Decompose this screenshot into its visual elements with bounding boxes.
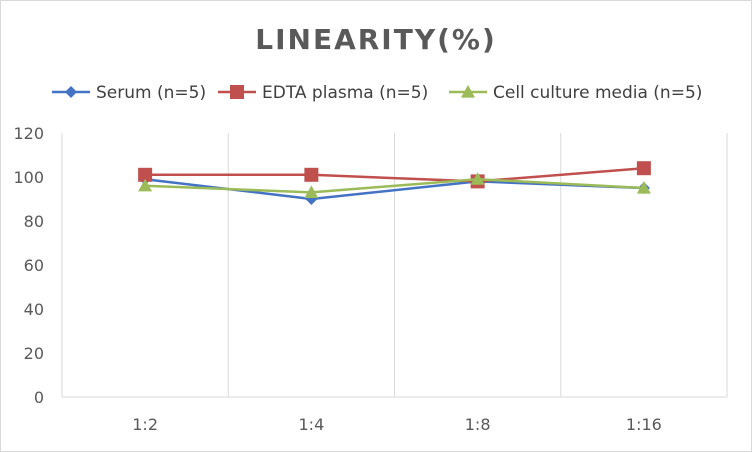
data-point-marker (304, 167, 319, 182)
legend-marker (230, 85, 244, 99)
y-tick-label: 80 (24, 212, 44, 231)
series-line (145, 177, 644, 194)
x-tick-label: 1:16 (626, 415, 662, 434)
data-point-marker (636, 161, 651, 176)
legend-marker (461, 85, 475, 98)
legend-item: Cell culture media (n=5) (449, 83, 702, 103)
y-tick-label: 0 (34, 388, 44, 407)
y-tick-label: 60 (24, 256, 44, 275)
legend-item: EDTA plasma (n=5) (218, 83, 428, 103)
data-point-marker (304, 185, 319, 198)
legend-label: Serum (n=5) (96, 83, 206, 103)
series-layer (138, 161, 651, 205)
x-tick-label: 1:2 (132, 415, 158, 434)
y-tick-label: 100 (13, 168, 44, 187)
series-3 (138, 172, 651, 198)
x-tick-label: 1:4 (299, 415, 325, 434)
y-tick-label: 20 (24, 344, 44, 363)
y-tick-label: 120 (13, 124, 44, 143)
series-line (145, 166, 644, 183)
data-point-marker (636, 181, 651, 194)
y-tick-label: 40 (24, 300, 44, 319)
legend-label: Cell culture media (n=5) (493, 83, 702, 103)
chart-title: LINEARITY(%) (255, 23, 497, 56)
legend-label: EDTA plasma (n=5) (262, 83, 428, 103)
data-point-marker (138, 167, 153, 182)
legend: Serum (n=5) EDTA plasma (n=5) Cell culture… (52, 83, 702, 103)
axes: 0 20 40 60 80 100 120 1:2 1:4 1:8 1:16 (13, 124, 728, 434)
legend-marker (65, 86, 77, 98)
data-point-marker (138, 178, 153, 192)
x-tick-label: 1:8 (465, 415, 491, 434)
data-point-marker (470, 172, 485, 185)
legend-item: Serum (n=5) (52, 83, 206, 103)
